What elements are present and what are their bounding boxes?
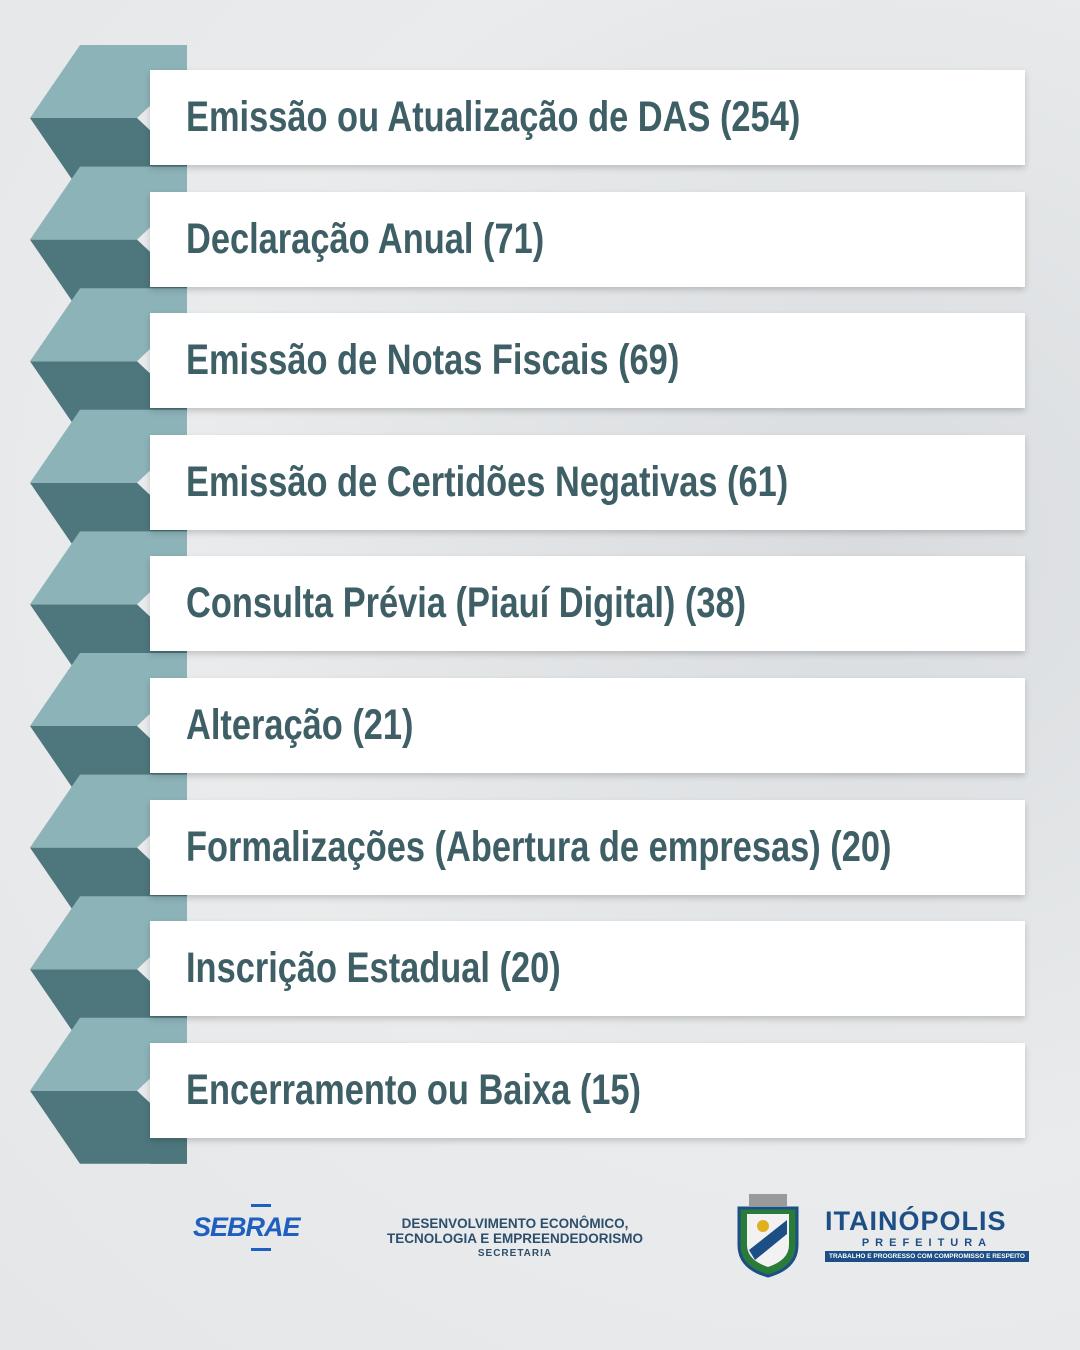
item-label: Alteração (21) — [186, 701, 414, 749]
item-bar: Alteração (21) — [150, 678, 1025, 773]
item-label: Emissão de Certidões Negativas (61) — [186, 457, 789, 506]
secretaria-logo: DESENVOLVIMENTO ECONÔMICO, TECNOLOGIA E … — [360, 1216, 670, 1259]
prefeitura-motto: TRABALHO E PROGRESSO COM COMPROMISSO E R… — [825, 1251, 1029, 1262]
crest — [737, 1194, 799, 1278]
item-bar: Inscrição Estadual (20) — [150, 921, 1025, 1017]
footer: SEBRAE DESENVOLVIMENTO ECONÔMICO, TECNOL… — [0, 1190, 1080, 1290]
ribbon-fold — [30, 1090, 187, 1164]
item-bar: Emissão de Certidões Negativas (61) — [150, 434, 1025, 530]
item-label: Encerramento ou Baixa (15) — [186, 1065, 641, 1114]
item-bar: Encerramento ou Baixa (15) — [150, 1042, 1025, 1138]
ribbon — [30, 45, 187, 1164]
secretaria-line: TECNOLOGIA E EMPREENDEDORISMO — [386, 1231, 644, 1246]
item-bar: Declaração Anual (71) — [150, 191, 1025, 287]
item-bar: Formalizações (Abertura de empresas) (20… — [150, 799, 1025, 895]
secretaria-line: DESENVOLVIMENTO ECONÔMICO, — [401, 1216, 629, 1231]
ribbon-fold — [30, 166, 187, 240]
item-label: Emissão de Notas Fiscais (69) — [186, 336, 680, 385]
ribbon-fold — [30, 531, 187, 605]
prefeitura-subtitle: PREFEITURA — [861, 1237, 993, 1249]
item-label: Declaração Anual (71) — [186, 214, 545, 263]
item-bar: Emissão de Notas Fiscais (69) — [150, 313, 1025, 409]
ribbon-fold — [30, 896, 187, 970]
item-label: Formalizações (Abertura de empresas) (20… — [186, 822, 892, 871]
ribbon-fold — [30, 409, 187, 483]
prefeitura-logo: ITAINÓPOLIS PREFEITURA TRABALHO E PROGRE… — [825, 1206, 1029, 1262]
ribbon-fold — [30, 774, 187, 848]
prefeitura-name: ITAINÓPOLIS — [825, 1206, 1007, 1236]
item-label: Consulta Prévia (Piauí Digital) (38) — [186, 579, 747, 628]
ribbon-fold — [30, 653, 187, 726]
item-label: Emissão ou Atualização de DAS (254) — [186, 93, 801, 141]
secretaria-label: SECRETARIA — [477, 1248, 553, 1259]
item-label: Inscrição Estadual (20) — [186, 944, 561, 993]
ribbon-fold — [30, 1017, 187, 1091]
ribbon-fold — [30, 288, 187, 362]
item-bar: Emissão ou Atualização de DAS (254) — [150, 70, 1025, 165]
ribbon-fold — [30, 45, 187, 118]
item-bar: Consulta Prévia (Piauí Digital) (38) — [150, 556, 1025, 652]
sebrae-logo: SEBRAE — [193, 1204, 301, 1251]
